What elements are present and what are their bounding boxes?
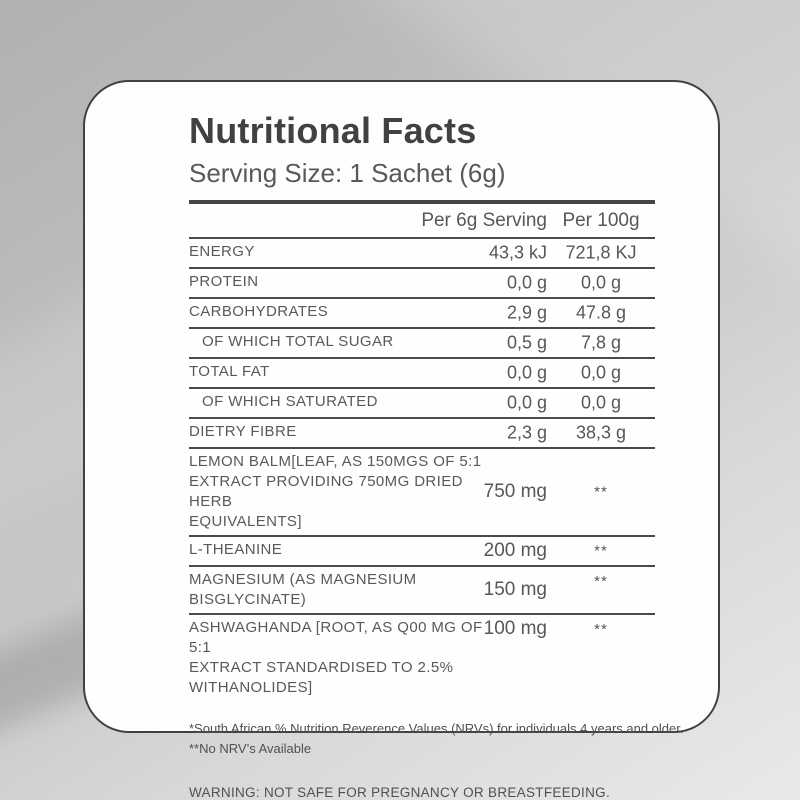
nutrition-label-card: Nutritional Facts Serving Size: 1 Sachet… [83,80,720,800]
row-value-per-100g: 7,8 g [580,332,622,353]
footnotes: *South African % Nutrition Reverence Val… [189,719,684,759]
row-label: MAGNESIUM (AS MAGNESIUM BISGLYCINATE) [189,571,417,608]
table-row: CARBOHYDRATES 2,9 g 47.8 g [189,299,655,329]
row-value-per-100g: 0,0 g [580,392,622,413]
footnote-no-nrv: **No NRV’s Available [189,741,312,756]
row-label: OF WHICH TOTAL SUGAR [202,333,394,350]
row-value-per-serving: 100 mg [483,618,547,639]
table-row: MAGNESIUM (AS MAGNESIUM BISGLYCINATE) 15… [189,567,655,615]
page-title: Nutritional Facts [189,110,477,151]
row-label: DIETRY FIBRE [189,423,297,440]
nutrition-table: ENERGY 43,3 kJ 721,8 KJ PROTEIN 0,0 g 0,… [189,239,655,701]
table-row: ENERGY 43,3 kJ 721,8 KJ [189,239,655,269]
row-value-per-100g: ** [594,542,608,560]
row-value-per-serving: 150 mg [483,579,547,600]
warning-text: WARNING: NOT SAFE FOR PREGNANCY OR BREAS… [189,785,610,800]
row-label: PROTEIN [189,273,259,290]
row-label: LEMON BALM[LEAF, AS 150MGS OF 5:1 EXTRAC… [189,453,482,530]
row-value-per-serving: 2,3 g [506,422,547,443]
row-value-per-100g: ** [594,621,608,638]
table-header-row: Per 6g Serving Per 100g [189,204,655,237]
row-value-per-100g: 0,0 g [580,362,622,383]
table-row: ASHWAGHANDA [ROOT, AS Q00 MG OF 5:1 EXTR… [189,615,655,701]
table-row: LEMON BALM[LEAF, AS 150MGS OF 5:1 EXTRAC… [189,449,655,537]
row-value-per-serving: 750 mg [483,481,547,502]
row-value-per-100g: 721,8 KJ [565,242,637,263]
row-label: ENERGY [189,243,255,260]
row-label: ASHWAGHANDA [ROOT, AS Q00 MG OF 5:1 EXTR… [189,619,483,696]
row-value-per-100g: 38,3 g [575,422,627,443]
table-row: PROTEIN 0,0 g 0,0 g [189,269,655,299]
row-value-per-100g: ** [594,483,608,501]
row-value-per-serving: 2,9 g [506,302,547,323]
row-label: TOTAL FAT [189,363,270,380]
row-value-per-serving: 0,0 g [506,272,547,293]
divider-thick [189,200,655,204]
row-label: CARBOHYDRATES [189,303,329,320]
footnote-nrv: *South African % Nutrition Reverence Val… [189,721,684,736]
column-header-per-serving: Per 6g Serving [421,210,547,231]
divider-thin [189,237,655,239]
table-row: L-THEANINE 200 mg ** [189,537,655,567]
column-header-per-100g: Per 100g [562,210,640,231]
row-value-per-serving: 0,0 g [506,362,547,383]
row-value-per-100g: 0,0 g [580,272,622,293]
row-label: L-THEANINE [189,541,283,558]
row-value-per-serving: 0,5 g [506,332,547,353]
label-content: Nutritional Facts Serving Size: 1 Sachet… [189,110,684,800]
table-row: TOTAL FAT 0,0 g 0,0 g [189,359,655,389]
row-label: OF WHICH SATURATED [202,393,378,410]
row-value-per-100g: ** [594,573,608,590]
table-row: OF WHICH TOTAL SUGAR 0,5 g 7,8 g [189,329,655,359]
row-value-per-serving: 43,3 kJ [488,242,547,263]
serving-size-text: Serving Size: 1 Sachet (6g) [189,158,506,188]
table-row: DIETRY FIBRE 2,3 g 38,3 g [189,419,655,449]
row-value-per-serving: 0,0 g [506,392,547,413]
row-value-per-100g: 47.8 g [575,302,627,323]
table-row: OF WHICH SATURATED 0,0 g 0,0 g [189,389,655,419]
row-value-per-serving: 200 mg [483,540,547,561]
